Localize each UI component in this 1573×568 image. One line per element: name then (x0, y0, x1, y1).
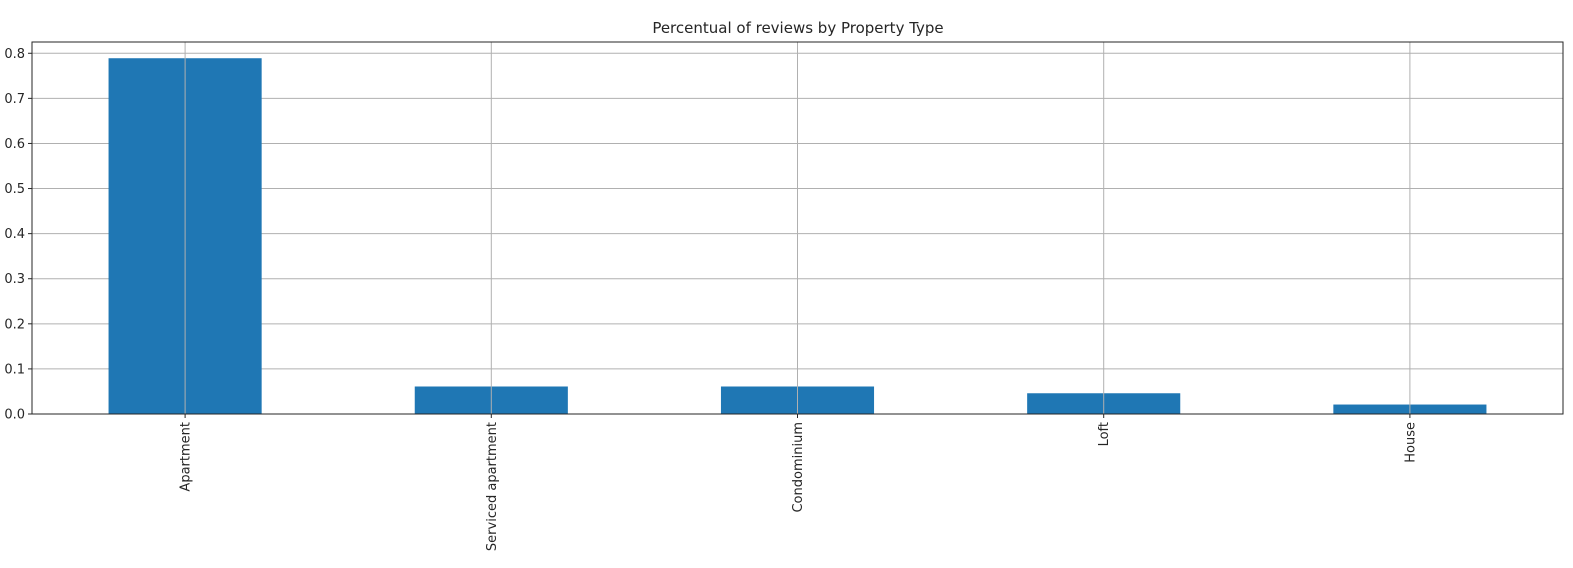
x-axis: Apartment Serviced apartment Condominium Lo… (179, 414, 1418, 551)
x-grid-overlay (184, 42, 1411, 414)
x-tick-label: Serviced apartment (485, 422, 500, 551)
y-tick-label: 0.2 (4, 317, 25, 332)
x-tick-label: Condominium (791, 422, 806, 513)
y-tick-label: 0.3 (4, 272, 25, 287)
y-tick-label: 0.7 (4, 92, 25, 107)
y-tick-label: 0.8 (4, 47, 25, 62)
y-tick-label: 0.0 (4, 408, 25, 423)
y-tick-label: 0.1 (4, 362, 25, 377)
chart-title: Percentual of reviews by Property Type (652, 19, 943, 37)
x-tick-label: Apartment (179, 422, 194, 492)
x-tick-label: Loft (1097, 422, 1112, 446)
y-axis: 0.0 0.1 0.2 0.3 0.4 0.5 0.6 0.7 0.8 (4, 47, 32, 423)
x-tick-label: House (1403, 422, 1418, 463)
y-tick-label: 0.6 (4, 137, 25, 152)
y-tick-label: 0.5 (4, 182, 25, 197)
y-tick-label: 0.4 (4, 227, 25, 242)
